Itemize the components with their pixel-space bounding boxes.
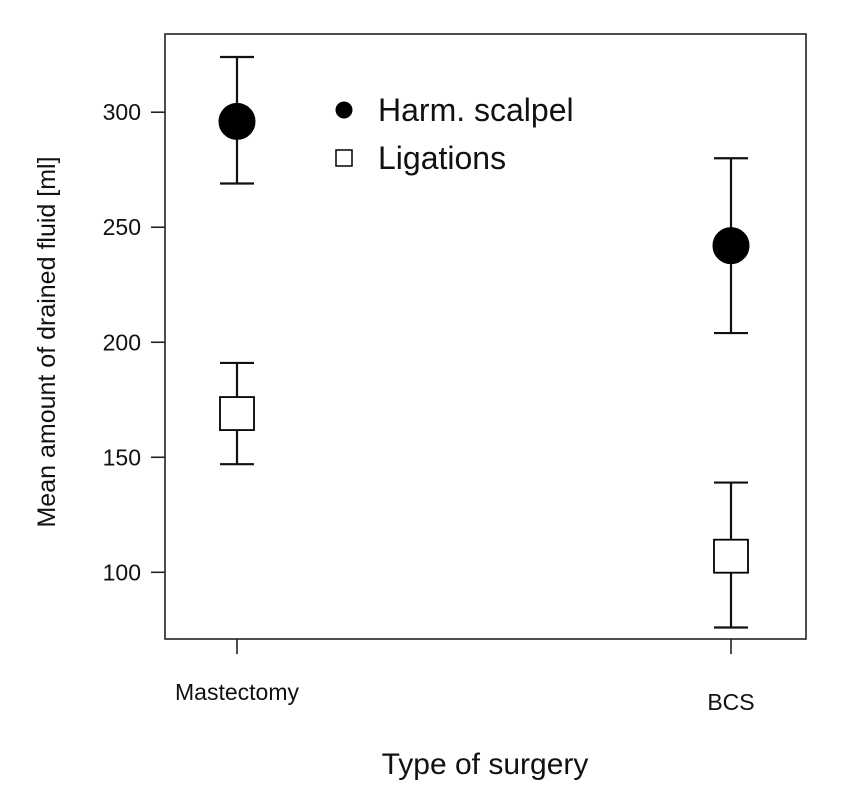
y-tick-label: 100 (103, 559, 141, 585)
y-tick-label: 200 (103, 329, 141, 355)
data-point-square (219, 396, 255, 431)
legend-label: Harm. scalpel (378, 92, 574, 128)
y-axis-title: Mean amount of drained fluid [ml] (33, 156, 61, 527)
legend-marker-square (335, 149, 353, 167)
y-tick-label: 250 (103, 214, 141, 240)
y-axis: 100 150 200 250 300 (103, 99, 165, 585)
x-tick-label: Mastectomy (175, 679, 299, 705)
x-tick-label: BCS (707, 689, 754, 715)
data-point-circle (712, 227, 750, 265)
data-marks (218, 55, 750, 629)
legend-marker-circle (335, 101, 353, 119)
x-axis: Mastectomy BCS (175, 639, 755, 715)
y-tick-label: 300 (103, 99, 141, 125)
data-point-circle (218, 102, 256, 140)
y-tick-label: 150 (103, 444, 141, 470)
plot-frame (164, 33, 807, 640)
x-axis-title: Type of surgery (382, 748, 589, 781)
legend: Harm. scalpel Ligations (335, 92, 574, 176)
data-point-square (713, 538, 749, 574)
legend-label: Ligations (378, 140, 506, 176)
